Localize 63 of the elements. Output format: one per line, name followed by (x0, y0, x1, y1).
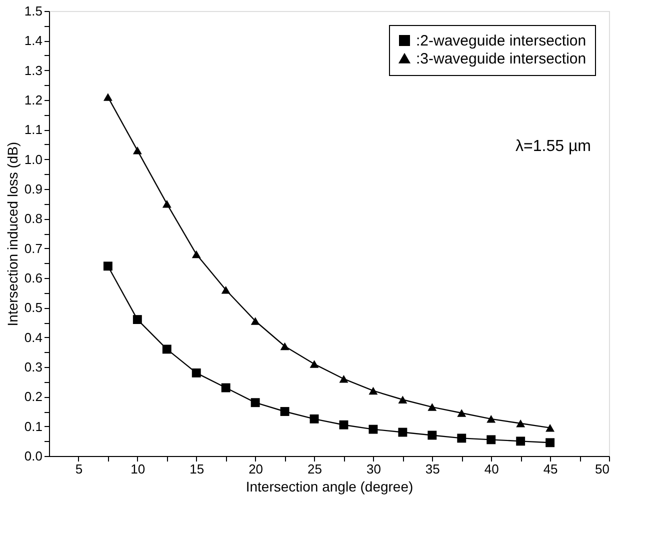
point (162, 344, 172, 354)
y-tick-label: 0.3 (24, 360, 42, 374)
point (398, 428, 408, 437)
x-tick-label: 45 (543, 462, 558, 476)
y-tick-label: 1.3 (24, 62, 42, 78)
point (310, 360, 319, 368)
y-tick-label: 0.4 (24, 330, 42, 345)
y-tick-label: 0.7 (24, 240, 42, 256)
y-tick-label: 1.1 (24, 122, 42, 138)
point (310, 414, 319, 424)
y-tick-label: 0.8 (24, 211, 42, 226)
point (428, 430, 437, 440)
x-tick-label: 5 (75, 462, 83, 476)
y-tick-label: 0.9 (24, 182, 42, 196)
point (368, 386, 378, 395)
point (132, 146, 142, 154)
point (103, 93, 112, 101)
point (546, 438, 555, 448)
y-tick-label: 1.5 (24, 4, 42, 18)
point (221, 383, 230, 392)
point (457, 409, 466, 417)
point (250, 317, 260, 325)
point (486, 435, 496, 444)
point (103, 262, 112, 271)
x-tick-label: 35 (425, 462, 440, 476)
y-tick-label: 1.2 (24, 92, 42, 108)
point (398, 396, 408, 404)
point (339, 420, 348, 430)
x-tick-label: 10 (130, 462, 146, 476)
point (280, 407, 290, 416)
x-tick-label: 20 (248, 462, 264, 476)
y-tick-label: 1.0 (24, 152, 42, 167)
point (486, 415, 496, 423)
x-tick-label: 30 (366, 462, 381, 476)
point (192, 368, 201, 378)
x-axis-title: Intersection angle (degree) (246, 478, 414, 494)
annotation: λ=1.55 µm (516, 138, 591, 155)
point (516, 419, 526, 428)
point (339, 374, 348, 383)
y-tick-label: 0.2 (24, 389, 42, 404)
point (132, 315, 142, 324)
y-tick-label: 0.0 (24, 448, 42, 464)
point (221, 286, 230, 294)
point (368, 424, 378, 434)
y-tick-label: 1.4 (24, 33, 42, 48)
x-tick-label: 40 (484, 462, 499, 476)
x-tick-label: 15 (190, 462, 204, 476)
legend-label: :2-waveguide intersection (416, 32, 586, 50)
point (546, 424, 555, 432)
x-tick-label: 50 (595, 462, 610, 476)
y-tick-label: 0.5 (24, 300, 42, 316)
x-tick-label: 25 (308, 462, 322, 476)
y-tick-label: 0.1 (24, 418, 42, 434)
point (192, 250, 201, 258)
point (428, 403, 437, 411)
legend-label: :3-waveguide intersection (416, 50, 586, 68)
point (280, 342, 290, 350)
y-tick-label: 0.6 (24, 270, 42, 286)
point (457, 434, 466, 443)
point (162, 200, 172, 208)
y-axis-title: Intersection induced loss (dB) (4, 142, 20, 326)
point (250, 398, 260, 408)
point (516, 436, 526, 446)
